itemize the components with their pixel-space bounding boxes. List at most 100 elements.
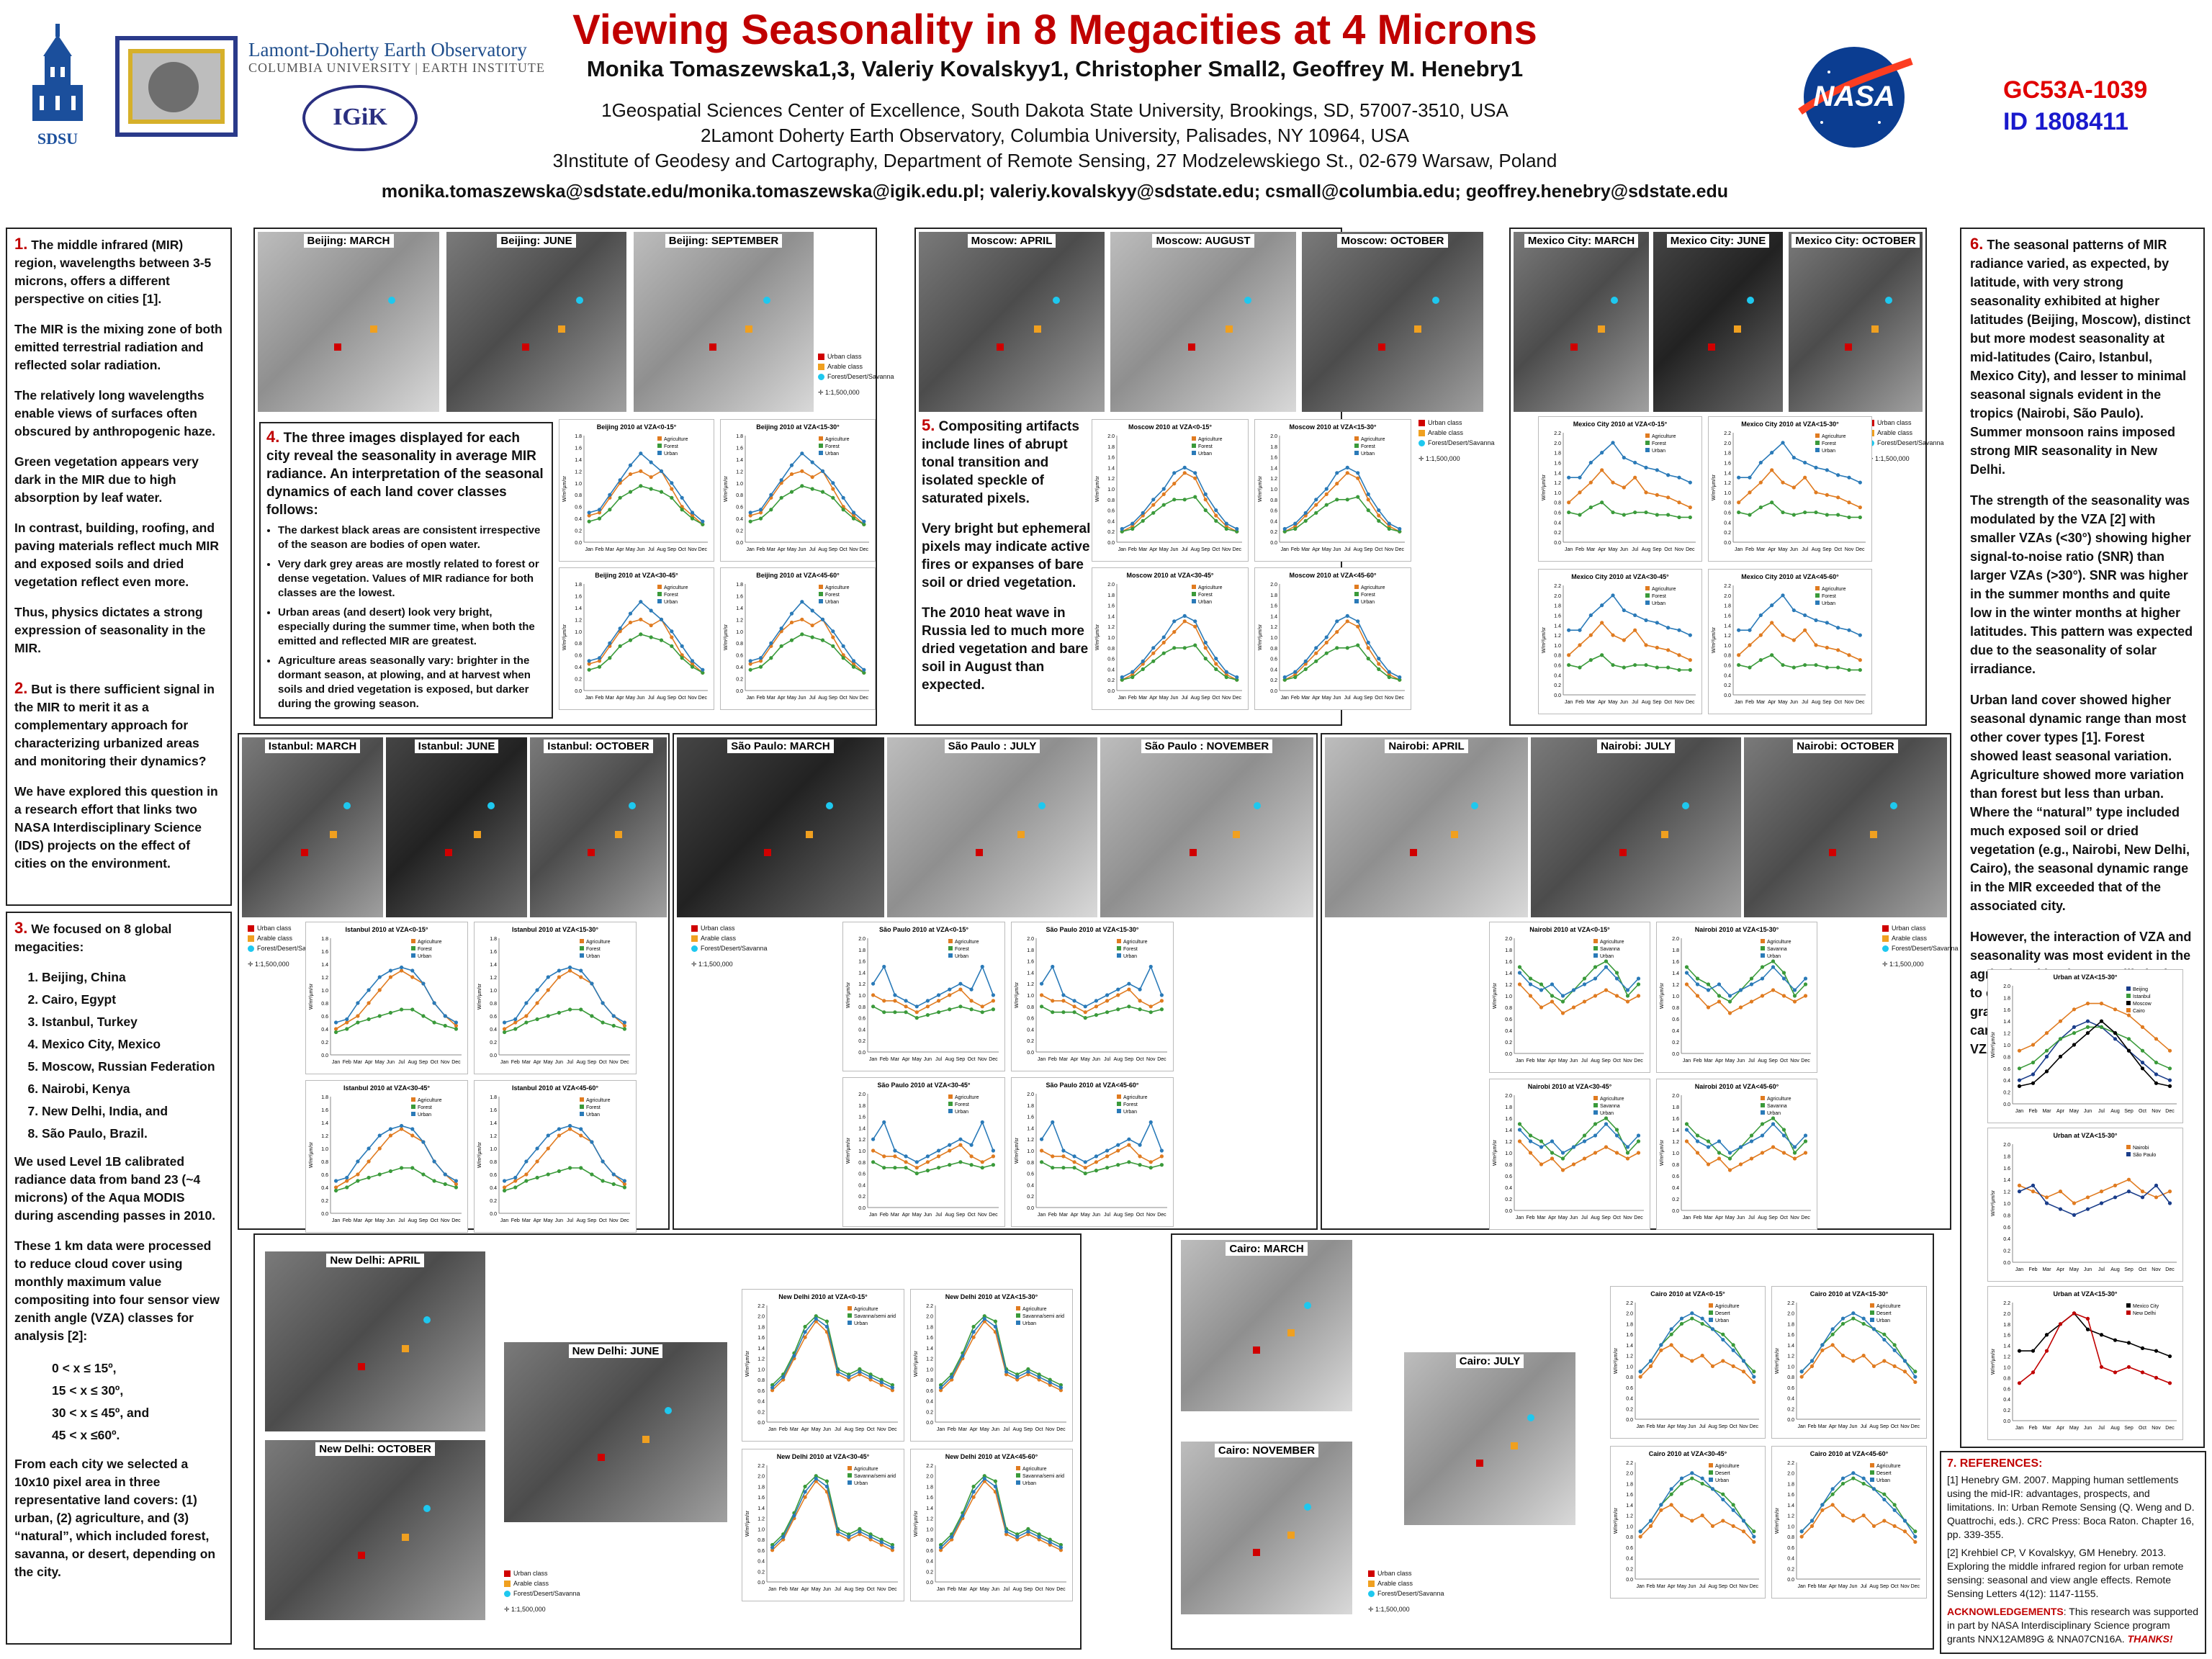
- data-point: [1622, 608, 1626, 613]
- data-point: [611, 1182, 616, 1187]
- data-point: [1600, 603, 1604, 608]
- data-point: [1902, 1519, 1907, 1523]
- legend-swatch: [1419, 420, 1425, 427]
- data-point: [1836, 513, 1840, 517]
- data-point: [1037, 1377, 1041, 1382]
- y-tick-label: 1.4: [1270, 614, 1277, 619]
- x-tick-label: Aug: [1354, 547, 1363, 552]
- data-point: [847, 1532, 851, 1537]
- data-point: [618, 495, 622, 500]
- arable-marker: [558, 325, 565, 333]
- legend-label: Agriculture: [586, 940, 611, 945]
- data-point: [2085, 1031, 2090, 1035]
- x-tick-label: Apr: [1548, 1215, 1557, 1220]
- data-point: [890, 1388, 895, 1393]
- data-point: [948, 987, 952, 992]
- y-tick-label: 0.8: [2003, 1376, 2010, 1381]
- y-tick-label: 2.2: [757, 1464, 765, 1469]
- y-tick-label: 1.2: [575, 469, 582, 475]
- data-point: [1638, 1529, 1642, 1534]
- series-line: [872, 965, 994, 1007]
- data-point: [1159, 993, 1164, 997]
- x-tick-label: Apr: [2056, 1109, 2065, 1114]
- data-point: [1758, 480, 1763, 485]
- x-tick-label: Dec: [1801, 1215, 1810, 1220]
- x-tick-label: Mar: [767, 547, 776, 552]
- chart-title: Nairobi 2010 at VZA<45-60°: [1695, 1083, 1779, 1090]
- natural-marker: [1304, 1302, 1311, 1309]
- chart-title: Moscow 2010 at VZA<0-15°: [1128, 423, 1212, 431]
- x-tick-label: Aug: [1642, 547, 1651, 552]
- x-tick-label: Nov: [609, 1218, 619, 1223]
- data-point: [904, 1160, 908, 1164]
- series-line: [588, 470, 703, 525]
- data-point: [587, 519, 591, 523]
- beijing-chart: Beijing 2010 at VZA<0-15°W/m²/µm/sr0.00.…: [559, 419, 714, 562]
- x-tick-label: Oct: [968, 1057, 976, 1062]
- data-point: [2044, 1201, 2049, 1205]
- map-legend-item: Urban class: [504, 1568, 580, 1578]
- data-point: [1820, 1343, 1825, 1347]
- data-point: [1892, 1508, 1897, 1512]
- y-tick-label: 0.8: [1672, 1163, 1679, 1168]
- legend-label: Urban: [1767, 954, 1781, 959]
- data-point: [1048, 1380, 1052, 1385]
- x-tick-label: Aug: [1191, 547, 1200, 552]
- legend-label: Urban: [1123, 954, 1137, 959]
- data-point: [1781, 1151, 1786, 1155]
- y-tick-label: 0.0: [1505, 1052, 1512, 1057]
- legend-label: Forest: [1123, 1102, 1138, 1107]
- data-point: [680, 644, 684, 648]
- arable-marker: [1511, 1442, 1518, 1449]
- natural-marker: [1432, 297, 1439, 304]
- data-point: [1539, 982, 1544, 986]
- data-point: [557, 1010, 562, 1015]
- s4-bullet: Agriculture areas seasonally vary: brigh…: [278, 654, 546, 711]
- x-tick-label: May: [1558, 1215, 1568, 1220]
- data-point: [1737, 475, 1741, 480]
- x-tick-label: Apr: [1548, 1058, 1557, 1064]
- data-point: [1588, 505, 1593, 510]
- data-point: [502, 1179, 507, 1183]
- x-tick-label: Dec: [1856, 700, 1865, 705]
- data-point: [1748, 628, 1752, 632]
- data-point: [367, 1175, 371, 1180]
- x-tick-label: Nov: [2152, 1426, 2161, 1431]
- data-point: [1578, 665, 1582, 670]
- data-point: [1679, 1514, 1684, 1518]
- data-point: [1203, 646, 1208, 650]
- urban-marker: [1829, 849, 1836, 856]
- data-point: [1127, 987, 1131, 992]
- data-point: [1731, 1524, 1735, 1528]
- y-tick-label: 1.8: [1626, 1482, 1633, 1487]
- data-point: [1172, 471, 1177, 475]
- data-point: [1600, 451, 1604, 455]
- data-point: [800, 617, 804, 621]
- data-point: [513, 1020, 518, 1025]
- y-tick-label: 1.6: [321, 950, 328, 955]
- data-point: [1039, 993, 1044, 997]
- y-tick-label: 0.2: [2003, 1408, 2010, 1413]
- x-tick-label: Oct: [1730, 1584, 1737, 1589]
- map-image-label: São Paulo: MARCH: [677, 739, 884, 753]
- chart-title: Istanbul 2010 at VZA<45-60°: [512, 1084, 598, 1092]
- y-tick-label: 1.2: [1027, 1138, 1034, 1143]
- affiliation-2: 2Lamont Doherty Earth Observatory, Colum…: [700, 125, 1410, 146]
- x-tick-label: Jul: [809, 696, 816, 701]
- x-tick-label: Nov: [1790, 1058, 1799, 1064]
- data-point: [1203, 492, 1208, 496]
- x-tick-label: Dec: [2165, 1267, 2175, 1272]
- data-point: [1677, 515, 1681, 520]
- data-point: [1026, 1370, 1030, 1374]
- y-tick-label: 2.0: [1505, 937, 1512, 942]
- y-tick-label: 0.0: [490, 1053, 497, 1058]
- s2-p1: But is there sufficient signal in the MI…: [14, 682, 215, 768]
- data-point: [1293, 675, 1298, 680]
- data-point: [1116, 1143, 1120, 1147]
- series-line: [1122, 644, 1237, 680]
- data-point: [871, 1137, 876, 1141]
- y-tick-label: 1.0: [1626, 1524, 1633, 1529]
- data-point: [513, 1185, 518, 1190]
- x-tick-label: Aug: [1758, 1058, 1767, 1064]
- y-tick-label: 0.4: [2003, 1079, 2010, 1084]
